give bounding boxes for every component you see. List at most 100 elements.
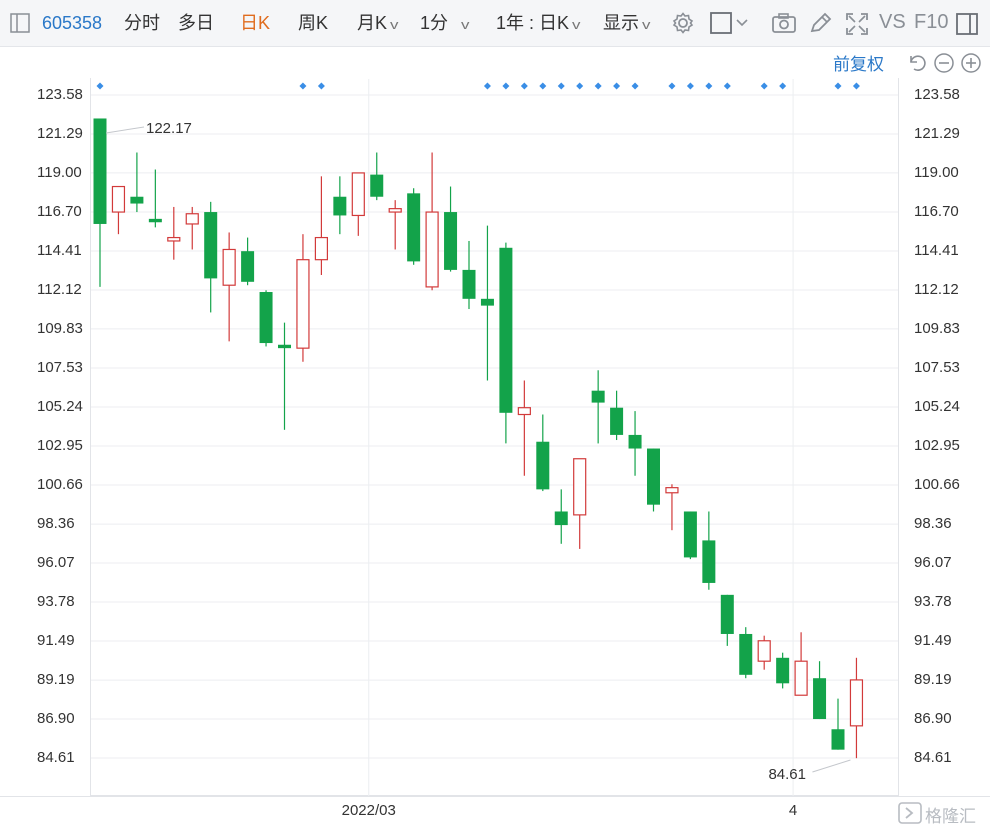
candle [610,390,624,441]
event-marker [502,82,510,90]
y-tick-label-right: 119.00 [914,163,959,181]
y-tick-label-right: 107.53 [914,359,960,377]
sidebar-toggle-icon[interactable] [10,13,30,38]
x-tick-label: 2022/03 [341,802,396,819]
y-tick-label-left: 109.83 [37,319,83,337]
tab-intraday[interactable]: 分时 [124,13,160,33]
zoom-out-icon[interactable] [933,52,955,79]
tab-minute-label: 1分 [420,13,449,33]
y-tick-label-left: 84.61 [37,749,75,766]
y-tick-label-left: 91.49 [37,631,75,649]
tab-multiday[interactable]: 多日 [178,13,214,33]
candle [665,484,679,531]
candle [185,206,199,250]
candle [259,290,273,347]
event-marker [539,82,547,90]
candle-body [776,657,790,684]
candle [849,657,864,759]
candle-body [185,213,199,225]
tab-monthly-label: 月K [357,13,388,33]
candle [204,201,218,313]
range-select[interactable]: 1年 : 日K v [496,10,581,38]
candle [407,188,421,265]
adjust-mode-button[interactable]: 前复权 [833,55,884,74]
candle-body [665,487,679,494]
x-axis [0,796,990,834]
candle [370,152,384,201]
candle-body [647,448,660,505]
candle-body [444,212,458,270]
gear-icon[interactable] [672,12,694,39]
f10-button[interactable]: F10 [914,11,949,33]
tab-minute[interactable]: 1分 v [420,10,469,38]
fullscreen-icon[interactable] [845,12,869,41]
candle-body [333,196,347,216]
candle [130,152,144,213]
event-marker [520,82,528,90]
display-select[interactable]: 显示 v [603,10,650,38]
candle [148,169,162,228]
candle-body [757,640,771,662]
event-marker [705,82,713,90]
tab-daily[interactable]: 日K [240,13,271,33]
chevron-down-icon: v [642,17,651,32]
toolbar: 605358 分时 多日 日K 周K 月K v 1分 v 1年 : 日K v 显示 v … [0,0,990,47]
candle-body [720,594,734,634]
event-marker [96,82,104,90]
y-tick-label-right: 86.90 [914,710,952,728]
tab-monthly[interactable]: 月K v [357,10,398,38]
candle-body [813,678,827,720]
candle [813,661,827,720]
y-tick-label-right: 89.19 [914,671,952,689]
zoom-in-icon[interactable] [960,52,982,79]
candle [794,632,808,696]
chevron-down-icon: v [390,17,399,32]
y-tick-label-left: 93.78 [37,592,75,610]
event-marker [317,82,325,90]
candle-body [241,251,255,282]
candle [573,458,587,549]
event-marker [613,82,621,90]
candle-body [425,211,439,288]
candle [278,322,291,430]
event-marker [483,82,491,90]
candle [222,232,236,342]
x-tick-label: 4 [788,802,798,819]
y-tick-label-left: 121.29 [37,124,83,142]
panel-icon[interactable] [956,13,978,40]
candle-body [462,269,476,299]
color-box-icon[interactable] [710,12,750,39]
y-tick-label-left: 123.58 [37,86,83,103]
candle [628,411,642,476]
vs-compare-button[interactable]: VS [879,11,906,33]
stock-code: 605358 [42,13,103,33]
y-tick-label-right: 114.41 [914,242,959,259]
y-tick-label-right: 123.58 [914,86,960,103]
candle [462,240,476,310]
candle-body [167,236,181,242]
candle-body [148,218,162,223]
candle [591,370,605,444]
annotation-leader [812,759,851,773]
y-tick-label-left: 100.66 [37,475,83,493]
y-tick-label-left: 119.00 [37,163,82,181]
tab-weekly[interactable]: 周K [298,13,329,33]
candle-body [554,511,568,526]
camera-icon[interactable] [771,12,797,39]
range-select-label: 1年 : 日K [496,13,570,33]
pencil-icon[interactable] [808,12,832,39]
undo-icon[interactable] [906,52,928,79]
y-tick-label-left: 114.41 [37,242,82,259]
candle-body [407,193,421,262]
candle-body [702,540,716,583]
max-price-annotation: 122.17 [146,120,192,137]
candle [351,172,365,236]
event-marker [760,82,768,90]
candle [776,652,790,689]
y-tick-label-right: 109.83 [914,319,960,337]
y-tick-label-right: 102.95 [914,436,960,454]
event-marker [779,82,787,90]
candle-body [296,259,310,349]
event-marker [852,82,860,90]
